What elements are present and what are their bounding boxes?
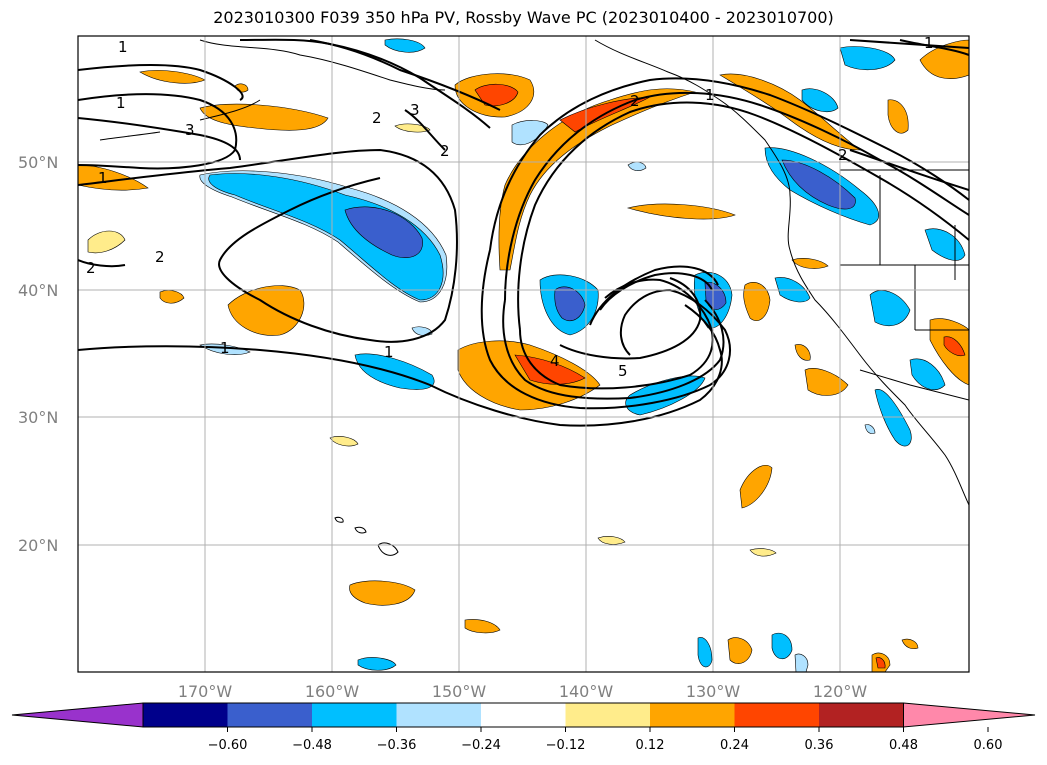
contour-label: 2 (155, 248, 165, 266)
contour-label: 2 (838, 146, 848, 164)
colorbar-extend-low (11, 702, 144, 728)
colorbar-tick-label: −0.36 (377, 738, 417, 753)
contour-label: 3 (410, 101, 420, 119)
colorbar-swatch (650, 703, 735, 727)
colorbar-border (142, 702, 904, 728)
colorbar-swatch (819, 703, 904, 727)
colorbar: −0.60 −0.48 −0.36 −0.24 −0.12 0.12 0.24 0.36 0.4… (11, 702, 1036, 753)
contour-labels: 1 1 3 2 3 2 1 2 2 1 1 2 1 4 5 2 1 (86, 34, 934, 380)
negative-anomaly-shading (199, 38, 966, 672)
contour-label: 2 (440, 142, 450, 160)
colorbar-extend-high (903, 702, 1036, 728)
colorbar-swatch (312, 703, 397, 727)
latitude-labels: 50°N 40°N 30°N 20°N (18, 153, 58, 555)
colorbar-swatch (481, 703, 566, 727)
contour-label: 2 (86, 259, 96, 277)
colorbar-tick-label: −0.60 (208, 738, 248, 753)
colorbar-swatch (143, 703, 228, 727)
contour-label: 1 (116, 94, 126, 112)
colorbar-swatch (227, 703, 312, 727)
contour-label: 1 (705, 86, 715, 104)
lat-label: 40°N (18, 281, 58, 300)
lon-label: 120°W (813, 682, 868, 701)
lon-label: 140°W (559, 682, 614, 701)
contour-label: 1 (924, 34, 934, 52)
contour-label: 1 (220, 339, 230, 357)
map-panel: 1 1 3 2 3 2 1 2 2 1 1 2 1 4 5 2 1 (78, 34, 969, 672)
lat-label: 30°N (18, 408, 58, 427)
colorbar-tick-label: 0.60 (974, 738, 1003, 753)
lat-label: 50°N (18, 153, 58, 172)
colorbar-tick-label: 0.36 (805, 738, 834, 753)
lon-label: 160°W (305, 682, 360, 701)
lon-label: 150°W (432, 682, 487, 701)
contour-label: 2 (372, 109, 382, 127)
colorbar-swatch (565, 703, 650, 727)
lon-label: 130°W (686, 682, 741, 701)
colorbar-tick-label: −0.24 (461, 738, 501, 753)
colorbar-tick-label: 0.12 (636, 738, 665, 753)
lon-label: 170°W (178, 682, 233, 701)
longitude-labels: 170°W 160°W 150°W 140°W 130°W 120°W (178, 682, 868, 701)
contour-label: 1 (98, 169, 108, 187)
lat-label: 20°N (18, 536, 58, 555)
contour-label: 5 (618, 362, 628, 380)
graticule (78, 36, 969, 672)
colorbar-swatch (396, 703, 481, 727)
colorbar-swatch (734, 703, 819, 727)
colorbar-tick-label: 0.24 (720, 738, 749, 753)
contour-label: 1 (384, 343, 394, 361)
pv-contours (78, 38, 969, 427)
contour-label: 1 (118, 38, 128, 56)
colorbar-tick-label: −0.48 (292, 738, 332, 753)
contour-label: 3 (185, 121, 195, 139)
colorbar-tick-label: 0.48 (889, 738, 918, 753)
contour-label: 4 (550, 352, 560, 370)
map-border (77, 35, 970, 673)
colorbar-tick-label: −0.12 (546, 738, 586, 753)
contour-label: 2 (630, 92, 640, 110)
map-title: 2023010300 F039 350 hPa PV, Rossby Wave … (213, 8, 834, 27)
